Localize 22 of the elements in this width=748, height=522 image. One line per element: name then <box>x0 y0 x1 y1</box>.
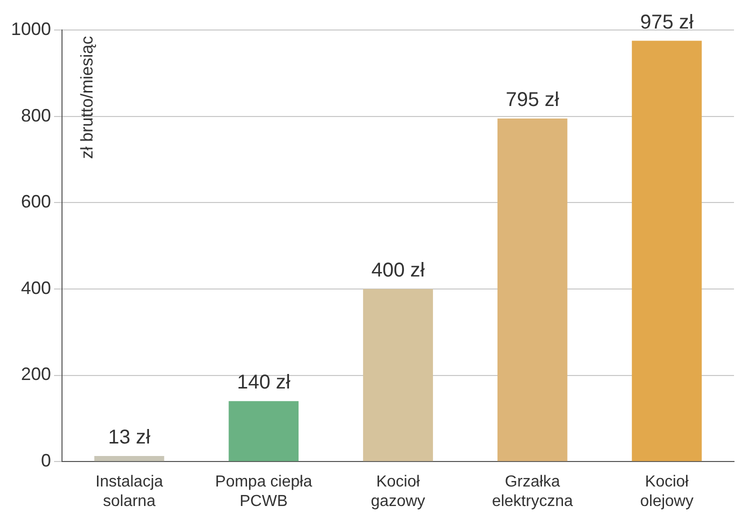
x-tick-label: Grzałka elektryczna <box>492 474 573 510</box>
data-label: 140 zł <box>236 372 291 394</box>
x-tick-label: Instalacja solarna <box>95 474 164 510</box>
data-label: 975 zł <box>640 11 694 34</box>
bar <box>497 118 568 462</box>
y-tick-label: 800 <box>20 105 52 126</box>
bar <box>632 40 702 462</box>
y-tick-label: 200 <box>20 364 52 384</box>
bar <box>228 401 299 462</box>
data-label: 400 zł <box>371 259 426 282</box>
y-tick-label: 600 <box>20 192 52 212</box>
y-axis-title: zł brutto/miesiąc <box>78 36 97 159</box>
data-label: 13 zł <box>108 426 151 449</box>
y-tick-label: 0 <box>41 450 52 471</box>
bar <box>94 456 164 462</box>
x-tick-label: Kocioł gazowy <box>370 474 426 510</box>
bar <box>363 288 433 462</box>
data-label: 795 zł <box>506 88 560 111</box>
y-tick-label: 400 <box>20 278 52 298</box>
x-tick-label: Kocioł olejowy <box>640 474 694 510</box>
y-tick-label: 1000 <box>10 18 52 39</box>
x-tick-label: Pompa ciepła PCWB <box>215 474 312 510</box>
